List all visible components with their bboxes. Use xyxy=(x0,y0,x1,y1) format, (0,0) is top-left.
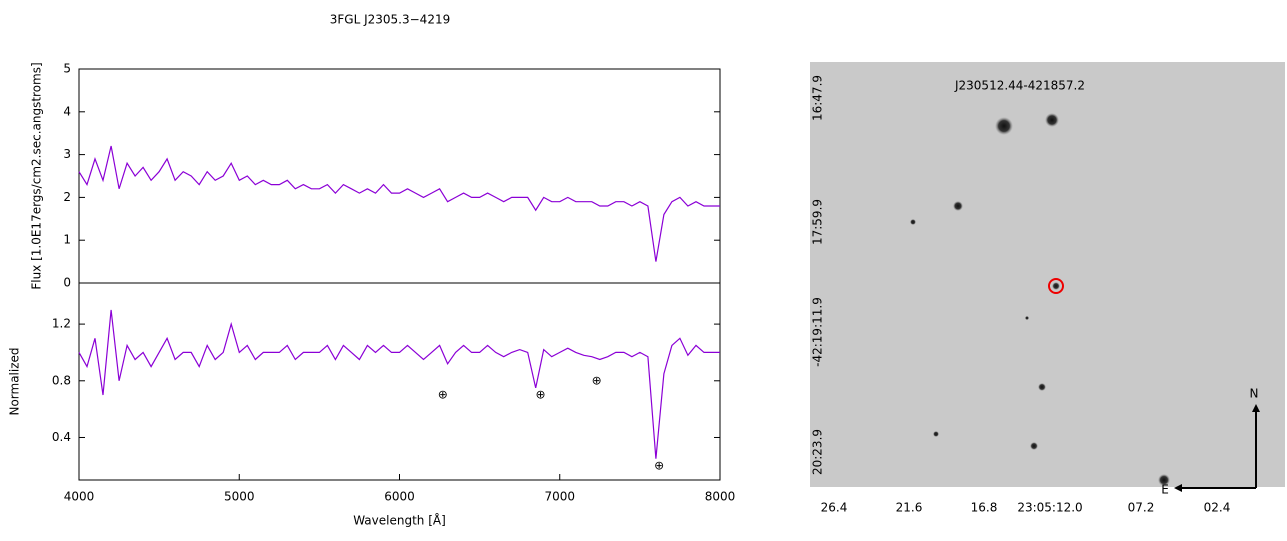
telluric-marker: ⊕ xyxy=(535,387,545,401)
image-title: J230512.44-421857.2 xyxy=(954,79,1085,93)
y-tick-label: 0.8 xyxy=(52,373,71,387)
target-circle xyxy=(1048,278,1064,294)
y-tick-label: 0.4 xyxy=(52,430,71,444)
x-tick-label: 21.6 xyxy=(896,501,923,515)
x-tick-label: 07.2 xyxy=(1128,501,1155,515)
plot-frame xyxy=(78,68,721,284)
y-tick-label: 0 xyxy=(63,276,71,290)
x-tick-label: 02.4 xyxy=(1204,501,1231,515)
compass-label: E xyxy=(1161,483,1169,497)
chart-title: 3FGL J2305.3−4219 xyxy=(330,13,450,27)
telluric-marker: ⊕ xyxy=(592,373,602,387)
spectrum-line xyxy=(78,309,720,459)
x-tick-label: 8000 xyxy=(705,490,736,504)
sky-image xyxy=(810,62,1285,487)
y-tick-label: 2 xyxy=(63,190,71,204)
y-tick-label: 16:47.9 xyxy=(811,75,825,121)
y-axis-label: Flux [1.0E17ergs/cm2.sec.angstroms] xyxy=(30,62,44,289)
y-tick-label: -42:19:11.9 xyxy=(811,297,825,367)
x-tick-label: 4000 xyxy=(64,490,95,504)
y-tick-label: 4 xyxy=(63,104,71,118)
y-tick-label: 17:59.9 xyxy=(811,199,825,245)
y-tick-label: 5 xyxy=(63,62,71,76)
star xyxy=(1158,474,1170,486)
star xyxy=(995,117,1013,135)
star xyxy=(933,431,939,437)
compass-label: N xyxy=(1250,387,1259,401)
star xyxy=(910,219,916,225)
star xyxy=(1030,442,1038,450)
y-tick-label: 3 xyxy=(63,147,71,161)
y-tick-label: 1 xyxy=(63,233,71,247)
star xyxy=(1052,282,1060,290)
y-tick-label: 20:23.9 xyxy=(811,429,825,475)
y-axis-label: Normalized xyxy=(8,347,22,415)
x-tick-label: 23:05:12.0 xyxy=(1017,501,1082,515)
x-tick-label: 7000 xyxy=(544,490,575,504)
star xyxy=(953,201,963,211)
telluric-marker: ⊕ xyxy=(654,458,664,472)
x-tick-label: 5000 xyxy=(224,490,255,504)
telluric-marker: ⊕ xyxy=(438,387,448,401)
finding-chart xyxy=(810,62,1285,492)
star xyxy=(1038,383,1046,391)
plot-frame xyxy=(78,282,721,481)
star xyxy=(1045,113,1059,127)
x-tick-label: 16.8 xyxy=(971,501,998,515)
y-tick-label: 1.2 xyxy=(52,317,71,331)
x-axis-label: Wavelength [Å] xyxy=(353,513,446,528)
star xyxy=(1025,316,1029,320)
x-tick-label: 6000 xyxy=(384,490,415,504)
spectrum-line xyxy=(78,145,720,262)
x-tick-label: 26.4 xyxy=(821,501,848,515)
